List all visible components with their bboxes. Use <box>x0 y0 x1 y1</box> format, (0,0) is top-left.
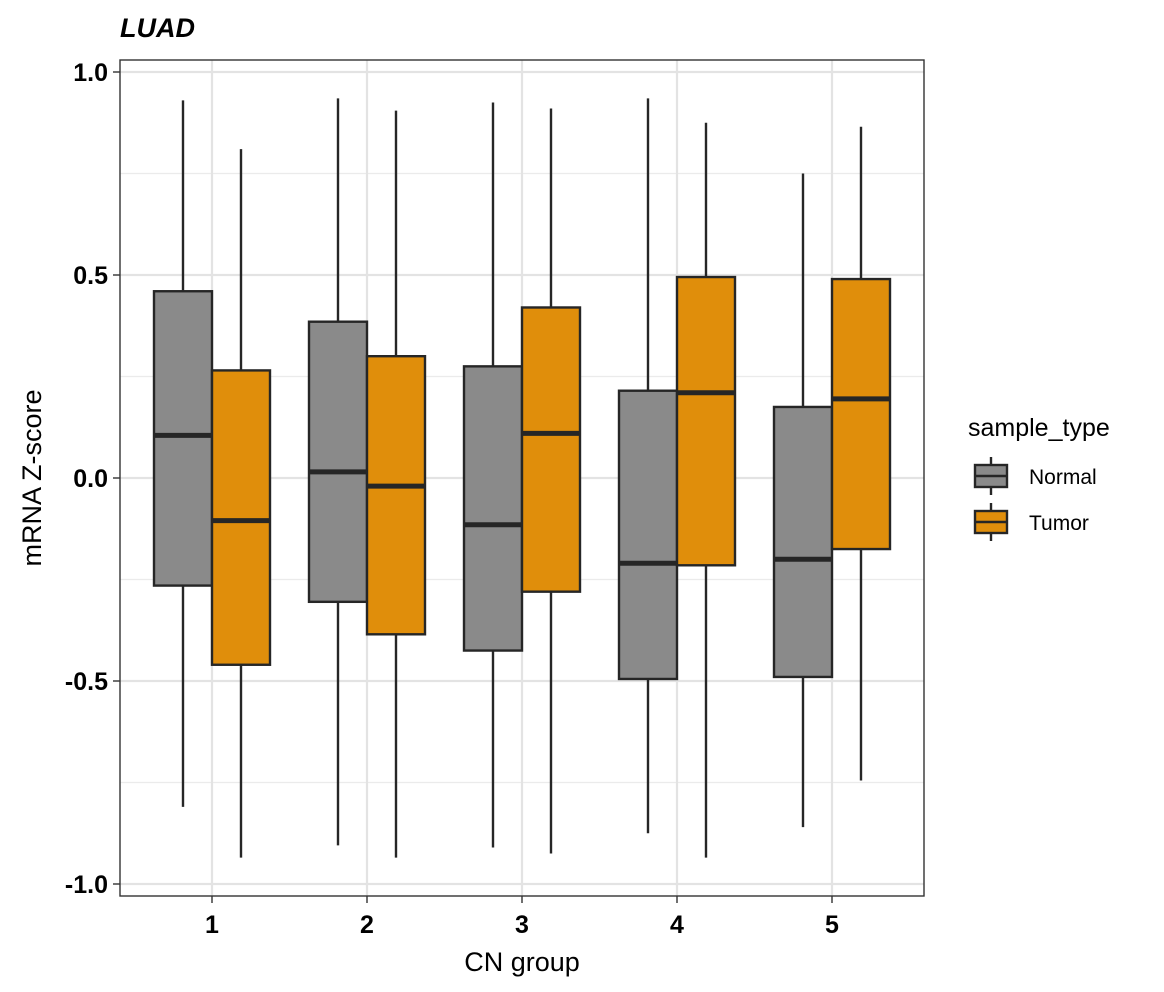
y-tick-label: 1.0 <box>73 59 108 87</box>
box-tumor-2 <box>365 110 427 858</box>
x-axis: 1 2 3 4 5 <box>205 896 839 939</box>
box-tumor-5 <box>830 126 892 781</box>
box-iqr <box>307 320 369 604</box>
box-iqr <box>462 365 524 652</box>
box-tumor-1 <box>210 149 272 858</box>
legend-label-normal: Normal <box>1029 466 1097 489</box>
box-iqr <box>772 405 834 679</box>
y-axis-title: mRNA Z-score <box>17 389 47 566</box>
box-iqr <box>675 275 737 567</box>
x-axis-title: CN group <box>464 947 580 977</box>
y-tick-label: -1.0 <box>65 871 108 899</box>
box-iqr <box>520 306 582 593</box>
box-normal-3 <box>462 102 524 848</box>
x-tick-label: 3 <box>515 911 529 939</box>
y-tick-label: -0.5 <box>65 668 108 696</box>
x-tick-label: 5 <box>825 911 839 939</box>
x-tick-label: 4 <box>670 911 684 939</box>
box-iqr <box>210 369 272 666</box>
box-tumor-3 <box>520 108 582 854</box>
legend-key-normal <box>973 457 1009 495</box>
box-iqr <box>152 290 214 587</box>
box-normal-1 <box>152 100 214 807</box>
x-tick-label: 1 <box>205 911 219 939</box>
legend-label-tumor: Tumor <box>1029 512 1089 535</box>
legend: sample_type Normal Tumor <box>968 414 1110 541</box>
chart-title: LUAD <box>120 13 195 43</box>
x-tick-label: 2 <box>360 911 374 939</box>
legend-key-tumor <box>973 503 1009 541</box>
box-normal-2 <box>307 98 369 846</box>
box-normal-5 <box>772 173 834 828</box>
y-tick-label: 0.0 <box>73 465 108 493</box>
boxes <box>152 98 892 858</box>
box-iqr <box>830 277 892 551</box>
box-iqr <box>617 389 679 681</box>
y-tick-label: 0.5 <box>73 262 108 290</box>
box-tumor-4 <box>675 122 737 858</box>
box-iqr <box>365 355 427 636</box>
legend-title: sample_type <box>968 414 1110 442</box>
y-axis: 1.0 0.5 0.0 -0.5 -1.0 <box>65 59 120 899</box>
box-normal-4 <box>617 98 679 834</box>
